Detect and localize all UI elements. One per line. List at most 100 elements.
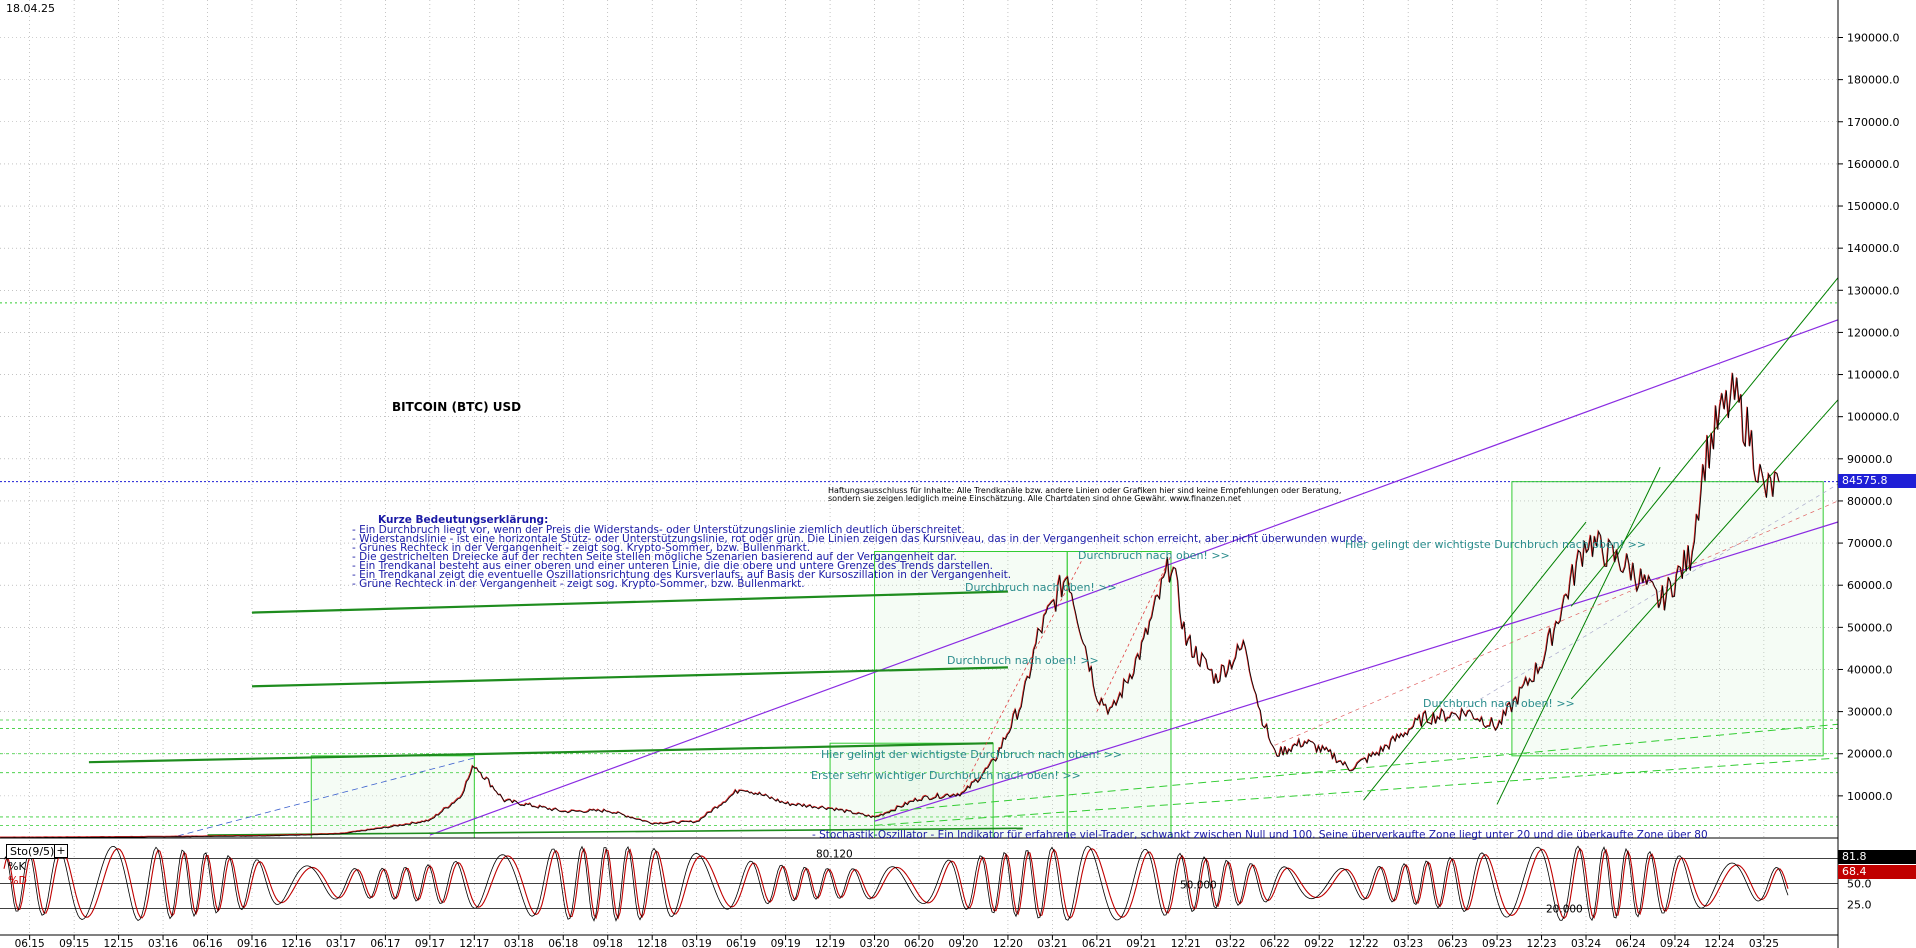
- x-tick-label: 06.23: [1438, 938, 1468, 948]
- y-tick-label: 160000.0: [1847, 158, 1900, 171]
- x-tick-label: 03.16: [148, 938, 178, 948]
- x-tick-label: 06.15: [15, 938, 45, 948]
- trend-line: [207, 827, 1023, 836]
- x-tick-label: 03.20: [860, 938, 890, 948]
- stoch-y-tick-label: 50.0: [1847, 878, 1872, 891]
- indicator-name[interactable]: Sto(9/5): [6, 844, 59, 859]
- annotation-label: Hier gelingt der wichtigste Durchbruch n…: [1345, 538, 1646, 551]
- stoch-level-label: 20.000: [1546, 903, 1583, 915]
- x-tick-label: 06.21: [1082, 938, 1112, 948]
- legend-line: - Grüne Rechteck in der Vergangenheit - …: [352, 578, 805, 590]
- last-price-badge: 84575.8: [1838, 474, 1916, 488]
- y-tick-label: 20000.0: [1847, 748, 1893, 761]
- x-tick-label: 09.17: [415, 938, 445, 948]
- k-label: %K: [8, 860, 26, 873]
- trend-line: [177, 757, 475, 837]
- x-tick-label: 03.22: [1215, 938, 1245, 948]
- legend-line: - Grünes Rechteck in der Vergangenheit -…: [352, 542, 811, 554]
- y-tick-label: 100000.0: [1847, 411, 1900, 424]
- x-tick-label: 09.22: [1304, 938, 1334, 948]
- x-tick-label: 12.17: [459, 938, 489, 948]
- legend-line: - Ein Trendkanal besteht aus einer obere…: [352, 560, 994, 572]
- x-tick-label: 12.19: [815, 938, 845, 948]
- k-value-badge: 81.8: [1838, 850, 1916, 864]
- y-tick-label: 40000.0: [1847, 663, 1893, 676]
- legend-line: - Die gestrichelten Dreiecke auf der rec…: [352, 551, 957, 563]
- x-tick-label: 03.19: [682, 938, 712, 948]
- x-tick-label: 12.15: [104, 938, 134, 948]
- bull-market-rect: [874, 551, 1068, 839]
- trend-line: [874, 757, 1839, 826]
- stoch-level-label: 50.000: [1180, 880, 1217, 892]
- y-tick-label: 180000.0: [1847, 74, 1900, 87]
- y-tick-label: 120000.0: [1847, 326, 1900, 339]
- y-tick-label: 190000.0: [1847, 31, 1900, 44]
- trend-line: [251, 590, 1008, 614]
- chart-date: 18.04.25: [6, 2, 55, 15]
- x-tick-label: 09.16: [237, 938, 267, 948]
- grid-lines: [0, 0, 1838, 935]
- x-tick-label: 12.22: [1349, 938, 1379, 948]
- y-tick-label: 140000.0: [1847, 242, 1900, 255]
- y-tick-label: 70000.0: [1847, 537, 1893, 550]
- x-tick-label: 09.15: [59, 938, 89, 948]
- x-tick-label: 03.25: [1749, 938, 1779, 948]
- y-tick-label: 90000.0: [1847, 453, 1893, 466]
- y-tick-label: 60000.0: [1847, 579, 1893, 592]
- price-line: [0, 373, 1780, 839]
- y-tick-label: 170000.0: [1847, 116, 1900, 129]
- x-tick-label: 06.18: [548, 938, 578, 948]
- stochastic-note: - Stochastik-Oszillator - Ein Indikator …: [812, 829, 1708, 841]
- trend-line: [1096, 555, 1172, 712]
- x-tick-label: 09.18: [593, 938, 623, 948]
- x-axis: 06.15 09.15 12.15 03.16 06.16 09.16 12.16 03.17…: [0, 837, 1838, 948]
- y-tick-label: 50000.0: [1847, 621, 1893, 634]
- y-tick-label: 80000.0: [1847, 495, 1893, 508]
- annotation-label: Hier gelingt der wichtigste Durchbruch n…: [821, 748, 1122, 761]
- stochastic-panel: 80.120 50.000 20.000: [0, 845, 1838, 922]
- x-tick-label: 06.19: [726, 938, 756, 948]
- annotation-label: Durchbruch nach oben! >>: [965, 581, 1117, 594]
- x-tick-label: 06.22: [1260, 938, 1290, 948]
- y-tick-label: 110000.0: [1847, 369, 1900, 382]
- x-tick-label: 12.18: [637, 938, 667, 948]
- stoch-d-line: [3, 847, 1789, 920]
- x-tick-label: 06.24: [1615, 938, 1645, 948]
- legend-box: Kurze Bedeutungserklärung: - Ein Durchbr…: [352, 514, 1366, 590]
- x-tick-label: 03.21: [1037, 938, 1067, 948]
- stoch-y-tick-label: 25.0: [1847, 898, 1872, 911]
- trend-line: [1452, 483, 1839, 717]
- x-tick-label: 12.21: [1171, 938, 1201, 948]
- y-tick-label: 30000.0: [1847, 706, 1893, 719]
- trend-line: [1363, 521, 1587, 801]
- bull-market-rect: [310, 755, 475, 839]
- d-label: %D: [8, 874, 27, 887]
- x-tick-label: 12.20: [993, 938, 1023, 948]
- x-tick-label: 12.23: [1527, 938, 1557, 948]
- annotation-label: Erster sehr wichtiger Durchbruch nach ob…: [811, 769, 1081, 782]
- trend-line: [1496, 467, 1661, 805]
- x-tick-label: 03.23: [1393, 938, 1423, 948]
- chart-title: BITCOIN (BTC) USD: [392, 400, 522, 414]
- annotation-label: Durchbruch nach oben! >>: [1423, 697, 1575, 710]
- trend-line: [874, 723, 1839, 814]
- trend-line: [963, 559, 1083, 788]
- y-tick-label: 10000.0: [1847, 790, 1893, 803]
- disclaimer: Haftungsausschluss für Inhalte: Alle Tre…: [828, 487, 1341, 503]
- y-tick-label: 150000.0: [1847, 200, 1900, 213]
- x-tick-label: 06.17: [370, 938, 400, 948]
- x-tick-label: 12.16: [281, 938, 311, 948]
- x-tick-label: 09.19: [771, 938, 801, 948]
- add-indicator-icon[interactable]: +: [54, 844, 68, 858]
- legend-title: Kurze Bedeutungserklärung:: [378, 514, 549, 526]
- bull-market-rect: [1511, 481, 1824, 757]
- d-value-badge: 68.4: [1838, 865, 1916, 879]
- bull-market-rectangles: [310, 481, 1824, 839]
- annotation-label: Durchbruch nach oben! >>: [1078, 549, 1230, 562]
- x-tick-label: 03.17: [326, 938, 356, 948]
- disclaimer-line: sondern sie zeigen lediglich meine Einsc…: [828, 494, 1241, 503]
- stoch-level-label: 80.120: [816, 849, 853, 861]
- legend-line: - Ein Trendkanal zeigt die eventuelle Os…: [352, 569, 1012, 581]
- x-tick-label: 12.24: [1704, 938, 1734, 948]
